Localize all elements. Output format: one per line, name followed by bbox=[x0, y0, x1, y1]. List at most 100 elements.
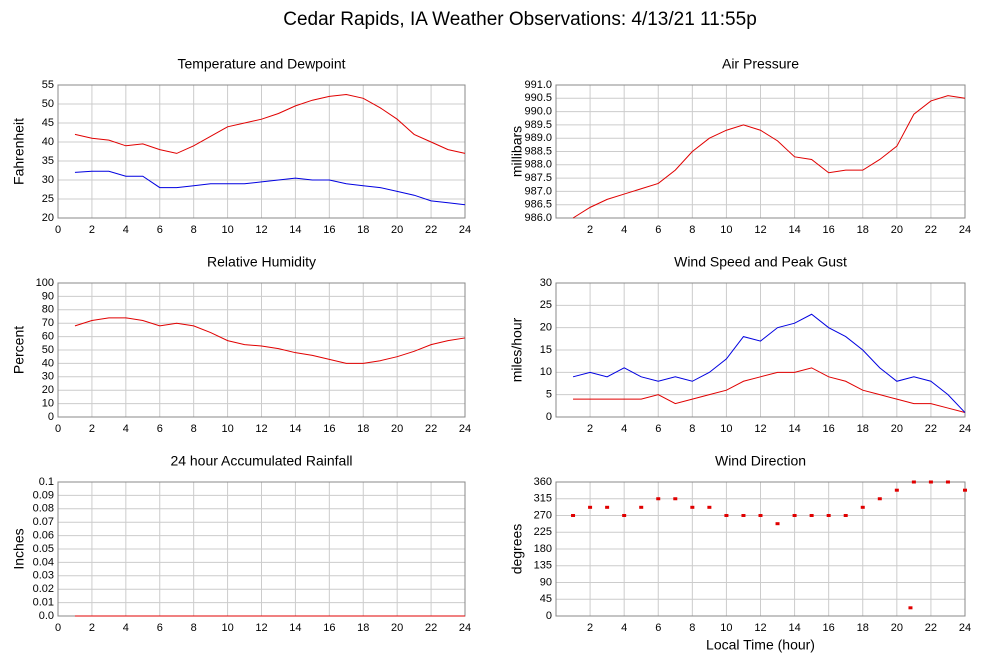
plot-border bbox=[57, 84, 466, 219]
x-tick-label: 2 bbox=[89, 423, 95, 435]
x-tick-label: 14 bbox=[788, 622, 800, 634]
data-point bbox=[673, 497, 678, 501]
y-tick-label: 986.0 bbox=[524, 212, 552, 224]
data-point bbox=[809, 514, 814, 517]
y-tick-label: 0 bbox=[546, 610, 552, 622]
y-tick-label: 20 bbox=[42, 384, 54, 396]
x-tick-label: 14 bbox=[289, 423, 301, 435]
x-tick-label: 22 bbox=[425, 224, 437, 236]
data-point bbox=[605, 505, 610, 509]
y-axis-label: Inches bbox=[11, 528, 27, 569]
data-line bbox=[572, 95, 966, 219]
x-tick-label: 12 bbox=[754, 622, 766, 634]
x-tick-label: 6 bbox=[655, 423, 661, 435]
x-tick-label: 20 bbox=[891, 423, 903, 435]
x-tick-label: 6 bbox=[655, 622, 661, 634]
x-tick-label: 0 bbox=[55, 423, 61, 435]
y-axis-label: millibars bbox=[509, 126, 525, 177]
y-tick-label: 988.0 bbox=[524, 159, 552, 171]
x-tick-label: 24 bbox=[459, 423, 471, 435]
y-tick-label: 0 bbox=[546, 411, 552, 423]
y-tick-label: 15 bbox=[540, 344, 552, 356]
y-tick-label: 987.0 bbox=[524, 185, 552, 197]
x-tick-label: 2 bbox=[587, 423, 593, 435]
y-tick-label: 0.06 bbox=[33, 530, 54, 542]
x-tick-label: 10 bbox=[720, 423, 732, 435]
x-tick-label: 14 bbox=[788, 224, 800, 236]
y-tick-label: 90 bbox=[42, 290, 54, 302]
x-tick-label: 18 bbox=[357, 224, 369, 236]
x-tick-label: 2 bbox=[89, 622, 95, 634]
x-tick-label: 6 bbox=[157, 423, 163, 435]
y-axis-label: miles/hour bbox=[509, 317, 525, 382]
y-tick-label: 987.5 bbox=[524, 172, 552, 184]
data-point bbox=[724, 514, 729, 517]
y-tick-label: 0.02 bbox=[33, 583, 54, 595]
x-tick-label: 10 bbox=[221, 224, 233, 236]
x-tick-label: 4 bbox=[123, 423, 129, 435]
y-tick-label: 30 bbox=[42, 371, 54, 383]
y-tick-label: 25 bbox=[540, 299, 552, 311]
x-tick-label: 10 bbox=[221, 622, 233, 634]
x-tick-label: 20 bbox=[891, 224, 903, 236]
y-axis-label: degrees bbox=[509, 524, 525, 575]
y-tick-label: 30 bbox=[42, 174, 54, 186]
data-point bbox=[826, 514, 831, 517]
y-tick-label: 990.0 bbox=[524, 106, 552, 118]
x-tick-label: 8 bbox=[191, 622, 197, 634]
data-point bbox=[775, 522, 780, 526]
plot-border bbox=[555, 282, 966, 418]
y-tick-label: 90 bbox=[540, 576, 552, 588]
data-line bbox=[572, 313, 966, 413]
y-tick-label: 45 bbox=[540, 593, 552, 605]
y-tick-label: 80 bbox=[42, 304, 54, 316]
data-point bbox=[877, 497, 882, 501]
x-tick-label: 8 bbox=[689, 224, 695, 236]
panel-title: 24 hour Accumulated Rainfall bbox=[170, 453, 352, 469]
plot-border bbox=[555, 481, 966, 617]
y-tick-label: 225 bbox=[534, 526, 552, 538]
x-tick-label: 20 bbox=[391, 423, 403, 435]
data-point bbox=[758, 514, 763, 517]
x-tick-label: 18 bbox=[857, 622, 869, 634]
panel-title: Air Pressure bbox=[722, 56, 799, 72]
x-tick-label: 0 bbox=[55, 622, 61, 634]
y-tick-label: 70 bbox=[42, 317, 54, 329]
y-tick-label: 270 bbox=[534, 509, 552, 521]
x-tick-label: 6 bbox=[157, 224, 163, 236]
x-tick-label: 4 bbox=[621, 622, 627, 634]
x-tick-label: 12 bbox=[255, 622, 267, 634]
data-point bbox=[843, 514, 848, 517]
y-tick-label: 50 bbox=[42, 344, 54, 356]
y-tick-label: 0.07 bbox=[33, 516, 54, 528]
page-title: Cedar Rapids, IA Weather Observations: 4… bbox=[283, 9, 757, 30]
x-tick-label: 6 bbox=[655, 224, 661, 236]
data-point bbox=[908, 606, 913, 610]
data-point bbox=[963, 488, 967, 492]
y-tick-label: 315 bbox=[534, 493, 552, 505]
x-tick-label: 6 bbox=[157, 622, 163, 634]
x-tick-label: 20 bbox=[391, 622, 403, 634]
data-point bbox=[622, 514, 627, 517]
plot-border bbox=[57, 282, 466, 418]
x-tick-label: 14 bbox=[289, 622, 301, 634]
y-tick-label: 55 bbox=[42, 79, 54, 91]
panel-title: Wind Speed and Peak Gust bbox=[674, 254, 847, 270]
y-tick-label: 989.5 bbox=[524, 119, 552, 131]
data-point bbox=[911, 480, 916, 484]
data-point bbox=[928, 480, 933, 484]
y-tick-label: 30 bbox=[540, 277, 552, 289]
data-line bbox=[573, 367, 966, 414]
x-tick-label: 20 bbox=[891, 622, 903, 634]
x-tick-label: 22 bbox=[425, 622, 437, 634]
x-tick-label: 22 bbox=[925, 622, 937, 634]
data-point bbox=[690, 505, 695, 509]
y-tick-label: 20 bbox=[540, 322, 552, 334]
x-tick-label: 20 bbox=[391, 224, 403, 236]
x-tick-label: 10 bbox=[221, 423, 233, 435]
x-tick-label: 18 bbox=[857, 423, 869, 435]
plot-border bbox=[555, 84, 966, 219]
x-tick-label: 12 bbox=[255, 224, 267, 236]
x-tick-label: 8 bbox=[689, 423, 695, 435]
